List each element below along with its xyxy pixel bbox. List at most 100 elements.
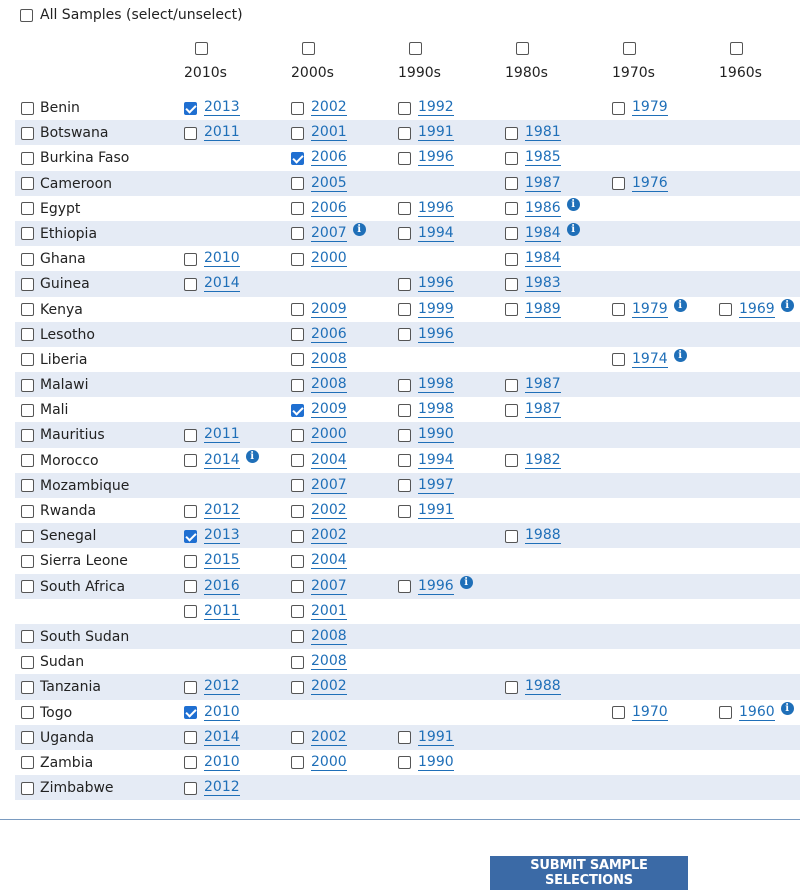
sample-year-link[interactable]: 2008 (311, 653, 347, 671)
sample-checkbox[interactable] (505, 303, 518, 316)
sample-checkbox[interactable] (505, 252, 518, 266)
country-checkbox[interactable] (21, 529, 34, 543)
sample-year-link[interactable]: 2012 (204, 779, 240, 797)
sample-year-link[interactable]: 1991 (418, 728, 454, 746)
sample-year-link[interactable]: 2016 (204, 577, 240, 595)
sample-checkbox[interactable] (291, 378, 304, 392)
country-checkbox[interactable] (21, 706, 34, 719)
sample-year-link[interactable]: 2011 (204, 602, 240, 620)
sample-checkbox[interactable] (505, 151, 518, 165)
sample-year-link[interactable]: 2001 (311, 124, 347, 142)
sample-year-link[interactable]: 2006 (311, 149, 347, 167)
country-checkbox[interactable] (21, 177, 34, 191)
sample-checkbox[interactable] (291, 177, 304, 191)
sample-checkbox[interactable] (184, 680, 197, 694)
sample-year-link[interactable]: 1996 (418, 199, 454, 217)
submit-sample-selections-button[interactable]: SUBMIT SAMPLE SELECTIONS (490, 856, 688, 890)
sample-checkbox[interactable] (612, 177, 625, 191)
sample-year-link[interactable]: 2006 (311, 199, 347, 217)
sample-checkbox[interactable] (398, 756, 411, 770)
sample-checkbox[interactable] (398, 403, 411, 417)
country-checkbox[interactable] (21, 353, 34, 367)
sample-year-link[interactable]: 2009 (311, 401, 347, 419)
sample-year-link[interactable]: 2000 (311, 753, 347, 771)
sample-checkbox[interactable] (398, 328, 411, 342)
sample-year-link[interactable]: 1979 (632, 300, 668, 318)
sample-checkbox[interactable] (184, 605, 197, 619)
sample-checkbox[interactable] (291, 252, 304, 266)
sample-checkbox[interactable] (398, 151, 411, 165)
sample-checkbox[interactable] (719, 303, 732, 316)
sample-year-link[interactable]: 2010 (204, 753, 240, 771)
sample-year-link[interactable]: 2015 (204, 552, 240, 570)
country-checkbox[interactable] (21, 428, 34, 442)
sample-year-link[interactable]: 2007 (311, 224, 347, 242)
sample-year-link[interactable]: 1974 (632, 350, 668, 368)
sample-checkbox[interactable] (291, 126, 304, 140)
sample-checkbox[interactable] (505, 277, 518, 291)
sample-checkbox[interactable] (184, 101, 197, 115)
country-checkbox[interactable] (21, 403, 34, 417)
sample-year-link[interactable]: 1987 (525, 401, 561, 419)
info-icon[interactable]: i (459, 576, 473, 590)
sample-year-link[interactable]: 1979 (632, 99, 668, 116)
sample-year-link[interactable]: 2012 (204, 678, 240, 696)
country-checkbox[interactable] (21, 580, 34, 594)
sample-checkbox[interactable] (398, 479, 411, 493)
info-icon[interactable]: i (780, 702, 794, 715)
country-checkbox[interactable] (21, 151, 34, 165)
sample-checkbox[interactable] (398, 378, 411, 392)
sample-checkbox[interactable] (505, 126, 518, 140)
sample-year-link[interactable]: 1996 (418, 275, 454, 293)
sample-checkbox[interactable] (291, 227, 304, 241)
sample-year-link[interactable]: 2006 (311, 325, 347, 343)
sample-year-link[interactable]: 1992 (418, 99, 454, 116)
info-icon[interactable]: i (566, 198, 580, 212)
sample-year-link[interactable]: 1988 (525, 678, 561, 696)
sample-year-link[interactable]: 1985 (525, 149, 561, 167)
sample-checkbox[interactable] (291, 554, 304, 568)
sample-year-link[interactable]: 2000 (311, 426, 347, 444)
sample-year-link[interactable]: 1998 (418, 401, 454, 419)
sample-year-link[interactable]: 2010 (204, 250, 240, 268)
sample-year-link[interactable]: 1984 (525, 250, 561, 268)
sample-year-link[interactable]: 2000 (311, 250, 347, 268)
sample-checkbox[interactable] (291, 731, 304, 745)
country-checkbox[interactable] (21, 781, 34, 795)
country-checkbox[interactable] (21, 378, 34, 392)
sample-year-link[interactable]: 2001 (311, 602, 347, 620)
sample-checkbox[interactable] (291, 428, 304, 442)
info-icon[interactable]: i (352, 223, 366, 237)
sample-year-link[interactable]: 2013 (204, 527, 240, 545)
sample-year-link[interactable]: 2008 (311, 350, 347, 368)
sample-year-link[interactable]: 1991 (418, 124, 454, 142)
sample-year-link[interactable]: 2004 (311, 552, 347, 570)
sample-checkbox[interactable] (291, 580, 304, 594)
sample-checkbox[interactable] (505, 680, 518, 694)
sample-year-link[interactable]: 2010 (204, 703, 240, 721)
decade-checkbox-1990s[interactable] (409, 42, 422, 55)
country-checkbox[interactable] (21, 277, 34, 291)
sample-checkbox[interactable] (291, 479, 304, 493)
sample-year-link[interactable]: 2002 (311, 502, 347, 519)
sample-checkbox[interactable] (291, 655, 304, 669)
sample-checkbox[interactable] (184, 781, 197, 795)
info-icon[interactable]: i (566, 223, 580, 237)
sample-year-link[interactable]: 1960 (739, 703, 775, 721)
country-checkbox[interactable] (21, 101, 34, 115)
sample-year-link[interactable]: 1998 (418, 376, 454, 394)
sample-year-link[interactable]: 1999 (418, 300, 454, 318)
sample-checkbox[interactable] (291, 303, 304, 316)
country-checkbox[interactable] (21, 756, 34, 770)
sample-checkbox[interactable] (612, 706, 625, 719)
country-checkbox[interactable] (21, 630, 34, 644)
sample-checkbox[interactable] (291, 605, 304, 619)
sample-checkbox[interactable] (291, 403, 304, 417)
sample-checkbox[interactable] (184, 756, 197, 770)
sample-year-link[interactable]: 1996 (418, 325, 454, 343)
sample-year-link[interactable]: 1982 (525, 451, 561, 469)
country-checkbox[interactable] (21, 328, 34, 342)
sample-checkbox[interactable] (291, 151, 304, 165)
info-icon[interactable]: i (673, 349, 687, 363)
sample-checkbox[interactable] (291, 101, 304, 115)
